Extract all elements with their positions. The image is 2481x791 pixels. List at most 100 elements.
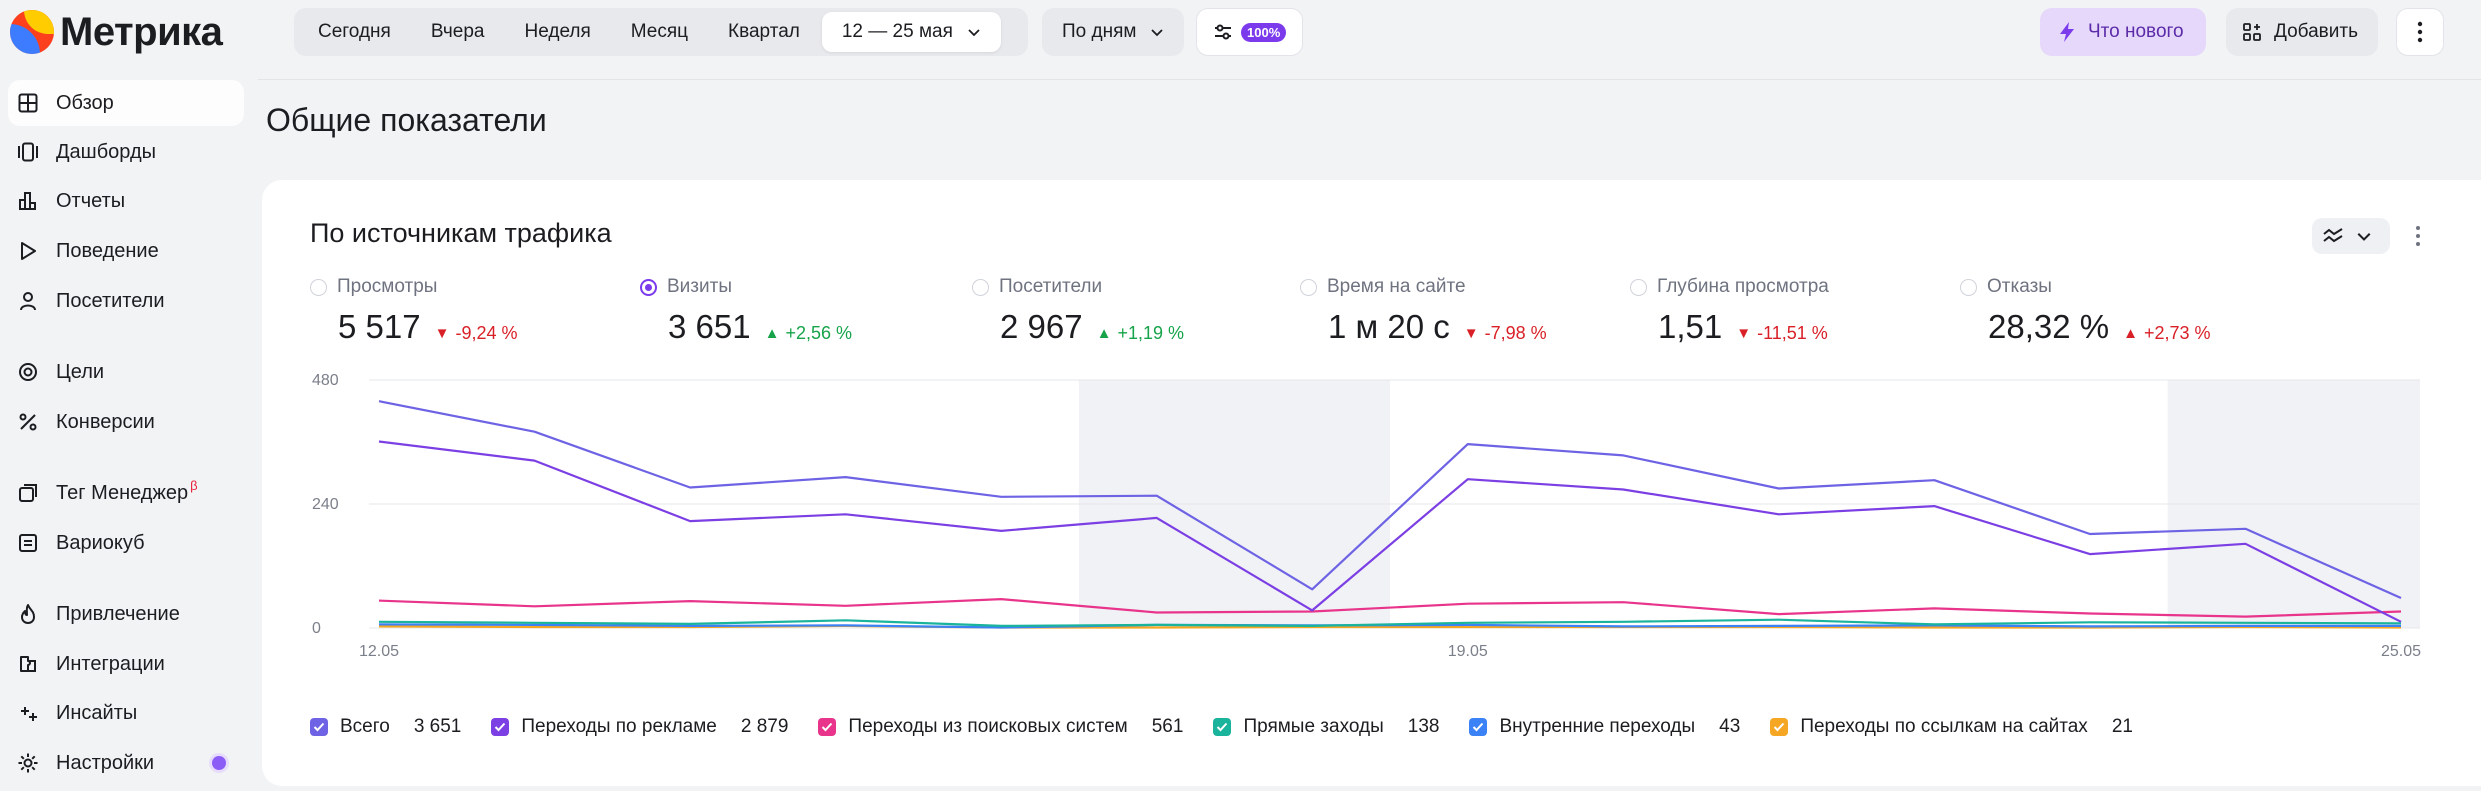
metric-page-depth[interactable]: Глубина просмотра 1,51 ▼ -11,51 %	[1630, 276, 1829, 346]
sidebar-item-dashboards[interactable]: Дашборды	[8, 129, 244, 175]
checkbox-icon[interactable]	[1213, 718, 1232, 736]
series-line	[378, 598, 2402, 618]
metric-time-on-site[interactable]: Время на сайте 1 м 20 с ▼ -7,98 %	[1300, 276, 1547, 346]
checkbox-icon[interactable]	[310, 718, 328, 736]
sidebar-item-conversions[interactable]: Конверсии	[8, 399, 244, 445]
gear-icon	[16, 751, 40, 775]
metric-visits[interactable]: Визиты 3 651 ▲ +2,56 %	[640, 276, 852, 346]
page-title: Общие показатели	[266, 102, 547, 138]
arrow-up-icon: ▲	[2123, 325, 2138, 342]
legend-value: 2 879	[740, 716, 789, 737]
integrations-icon	[16, 652, 40, 676]
sidebar-item-visitors[interactable]: Посетители	[8, 278, 244, 324]
legend-item-ads[interactable]: Переходы по рекламе 2 879	[491, 716, 788, 738]
metric-delta: ▼ -7,98 %	[1464, 323, 1547, 344]
sidebar-item-insights[interactable]: Инсайты	[8, 690, 244, 736]
add-button[interactable]: Добавить	[2226, 8, 2378, 56]
metric-label: Визиты	[667, 276, 732, 297]
metric-delta: ▲ +2,56 %	[765, 323, 852, 344]
y-tick-label: 0	[312, 620, 321, 637]
whats-new-button[interactable]: Что нового	[2040, 8, 2206, 56]
sidebar-item-overview[interactable]: Обзор	[8, 80, 244, 126]
logo[interactable]: Метрика	[10, 8, 223, 56]
sidebar-item-goals[interactable]: Цели	[8, 349, 244, 395]
metric-radio[interactable]	[1630, 278, 1647, 296]
sidebar-item-label: Интеграции	[56, 652, 165, 675]
arrow-down-icon: ▼	[434, 325, 450, 342]
metric-label: Просмотры	[337, 276, 438, 297]
period-today-button[interactable]: Сегодня	[318, 21, 391, 42]
metric-radio[interactable]	[310, 278, 327, 296]
chart-type-select[interactable]	[2312, 218, 2390, 254]
legend-item-internal[interactable]: Внутренние переходы 43	[1469, 716, 1740, 738]
metric-visitors[interactable]: Посетители 2 967 ▲ +1,19 %	[972, 276, 1184, 346]
metric-value: 1,51	[1658, 308, 1723, 345]
sidebar-item-settings[interactable]: Настройки	[8, 740, 244, 786]
sidebar-item-tag-manager[interactable]: Тег Менеджер β	[8, 470, 244, 516]
period-quarter-button[interactable]: Квартал	[728, 21, 800, 42]
metric-value: 5 517	[338, 308, 421, 345]
legend-item-referral[interactable]: Переходы по ссылкам на сайтах 21	[1770, 716, 2133, 738]
sidebar-item-acquisition[interactable]: Привлечение	[8, 591, 244, 637]
metric-bounce-rate[interactable]: Отказы 28,32 % ▲ +2,73 %	[1960, 276, 2211, 346]
sidebar-item-variocube[interactable]: Вариокуб	[8, 520, 244, 566]
more-vertical-icon	[2417, 21, 2423, 43]
grouping-select[interactable]: По дням	[1042, 8, 1185, 56]
metric-delta: ▼ -11,51 %	[1736, 323, 1828, 344]
period-month-button[interactable]: Месяц	[630, 21, 689, 42]
percent-icon	[16, 410, 40, 434]
metric-radio[interactable]	[1300, 278, 1317, 296]
metric-delta-value: +2,56 %	[785, 323, 853, 343]
metric-radio[interactable]	[640, 278, 657, 296]
filters-button[interactable]: 100%	[1196, 8, 1304, 56]
sidebar-item-label: Конверсии	[56, 410, 155, 433]
period-yesterday-button[interactable]: Вчера	[430, 21, 485, 42]
user-icon	[16, 289, 40, 313]
checkbox-icon[interactable]	[1770, 718, 1789, 736]
legend-label: Всего	[340, 716, 390, 737]
metric-value: 3 651	[668, 308, 751, 345]
checkbox-icon[interactable]	[818, 718, 837, 736]
sidebar-item-behavior[interactable]: Поведение	[8, 228, 244, 274]
widget-more-button[interactable]	[2404, 218, 2432, 254]
topbar: Сегодня Вчера Неделя Месяц Квартал 12 — …	[258, 0, 2481, 80]
beta-badge: β	[190, 477, 198, 493]
metric-delta-value: -11,51 %	[1757, 323, 1828, 343]
sidebar-item-label: Цели	[56, 360, 105, 383]
metric-delta-value: +1,19 %	[1117, 323, 1185, 343]
date-range-picker[interactable]: 12 — 25 мая	[821, 12, 1001, 52]
metric-pageviews[interactable]: Просмотры 5 517 ▼ -9,24 %	[310, 276, 518, 346]
traffic-chart[interactable]: 0 240 480 12.05 19.05 25.05	[262, 370, 2481, 690]
more-menu-button[interactable]	[2396, 8, 2444, 56]
legend-value: 3 651	[413, 716, 462, 737]
sliders-icon	[1215, 24, 1231, 40]
legend-value: 21	[2111, 716, 2133, 737]
legend-item-search[interactable]: Переходы из поисковых систем 561	[818, 716, 1183, 738]
x-tick-label: 25.05	[2381, 643, 2421, 660]
add-widget-icon	[2243, 23, 2261, 41]
sidebar-item-label: Поведение	[56, 239, 159, 262]
metric-value: 2 967	[1000, 308, 1083, 345]
series-line	[378, 440, 2402, 623]
metric-delta-value: +2,73 %	[2143, 323, 2211, 343]
sidebar-item-label: Дашборды	[56, 140, 156, 163]
sidebar-item-text: Тег Менеджер	[56, 481, 189, 504]
legend-item-total[interactable]: Всего 3 651	[310, 716, 461, 738]
lightning-icon	[2060, 22, 2074, 42]
period-week-button[interactable]: Неделя	[524, 21, 591, 42]
legend-label: Внутренние переходы	[1499, 716, 1696, 737]
widget-title: По источникам трафика	[310, 218, 612, 248]
metric-radio[interactable]	[1960, 278, 1977, 296]
metric-delta-value: -9,24 %	[455, 323, 518, 343]
checkbox-icon[interactable]	[1469, 718, 1488, 736]
checkbox-icon[interactable]	[491, 718, 510, 736]
more-vertical-icon	[2416, 226, 2420, 246]
legend-value: 43	[1719, 716, 1741, 737]
metric-label: Отказы	[1987, 276, 2052, 297]
sidebar: Метрика Обзор Дашборды Отчеты Поведение …	[0, 0, 258, 791]
sidebar-item-reports[interactable]: Отчеты	[8, 178, 244, 224]
metric-radio[interactable]	[972, 278, 989, 296]
bar-chart-icon	[16, 189, 40, 213]
sidebar-item-integrations[interactable]: Интеграции	[8, 641, 244, 687]
legend-item-direct[interactable]: Прямые заходы 138	[1213, 716, 1439, 738]
